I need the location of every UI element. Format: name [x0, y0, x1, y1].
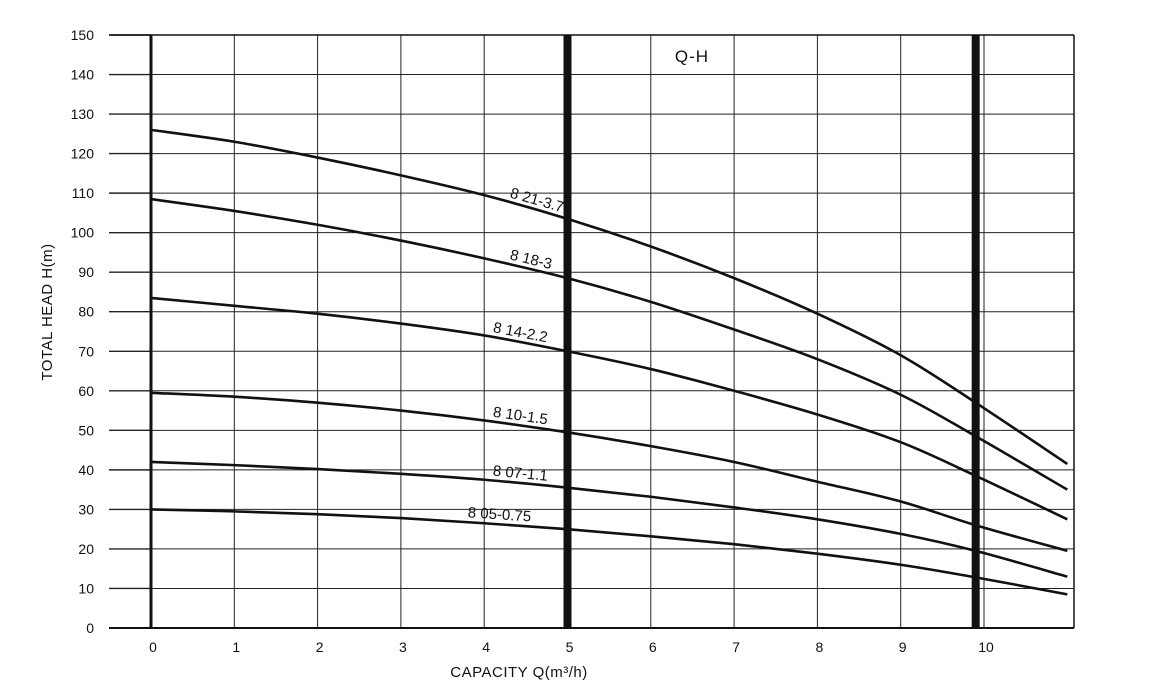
x-tick-label: 9 [899, 639, 907, 655]
y-tick-label: 90 [78, 264, 94, 280]
axes [109, 34, 1075, 629]
y-tick-label: 110 [72, 185, 95, 201]
chart-title: Q-H [675, 47, 709, 66]
curve-line [150, 508, 1068, 596]
curve-line [150, 296, 1068, 521]
y-tick-label: 10 [78, 580, 94, 596]
y-tick-label: 40 [78, 462, 94, 478]
curve-line [150, 391, 1068, 553]
y-tick-label: 130 [71, 106, 95, 122]
y-tick-label: 140 [71, 67, 95, 83]
y-tick-label: 0 [86, 620, 94, 636]
curve-label: 8 21-3.7 [508, 185, 566, 216]
x-tick-label: 4 [482, 639, 490, 655]
curve-line [150, 460, 1068, 578]
x-tick-label: 3 [399, 639, 407, 655]
curve-labels: 8 21-3.78 18-38 14-2.28 10-1.58 07-1.18 … [467, 185, 565, 526]
curve-label: 8 05-0.75 [467, 504, 531, 525]
grid [150, 34, 1074, 628]
y-tick-label: 60 [78, 383, 94, 399]
y-tick-label: 30 [78, 501, 94, 517]
x-tick-label: 1 [232, 639, 240, 655]
x-tick-label: 2 [316, 639, 324, 655]
y-tick-label: 70 [78, 343, 94, 359]
y-axis-title: TOTAL HEAD H(m) [39, 243, 56, 380]
y-tick-label: 20 [78, 541, 94, 557]
x-tick-label: 5 [566, 639, 574, 655]
curve-line [150, 128, 1069, 466]
x-tick-label: 0 [149, 639, 157, 655]
y-tick-label: 50 [78, 422, 94, 438]
y-tick-labels: 0 10 20 30 40 50 60 70 80 90 100 110 120 130 140 150 [71, 27, 95, 636]
curve-label: 8 07-1.1 [492, 463, 548, 485]
curves [150, 128, 1069, 596]
operating-range-lines [563, 35, 980, 628]
y-tick-label: 80 [78, 304, 94, 320]
x-tick-label: 6 [649, 639, 657, 655]
x-tick-label: 10 [978, 639, 994, 655]
x-tick-labels: 0 1 2 3 4 5 6 7 8 9 10 [149, 639, 994, 655]
x-axis-title: CAPACITY Q(m³/h) [450, 664, 587, 681]
curve-line [150, 197, 1068, 491]
y-tick-label: 100 [71, 225, 95, 241]
x-tick-label: 8 [816, 639, 824, 655]
y-tick-label: 150 [71, 27, 95, 43]
y-tick-label: 120 [71, 146, 95, 162]
x-tick-label: 7 [732, 639, 740, 655]
